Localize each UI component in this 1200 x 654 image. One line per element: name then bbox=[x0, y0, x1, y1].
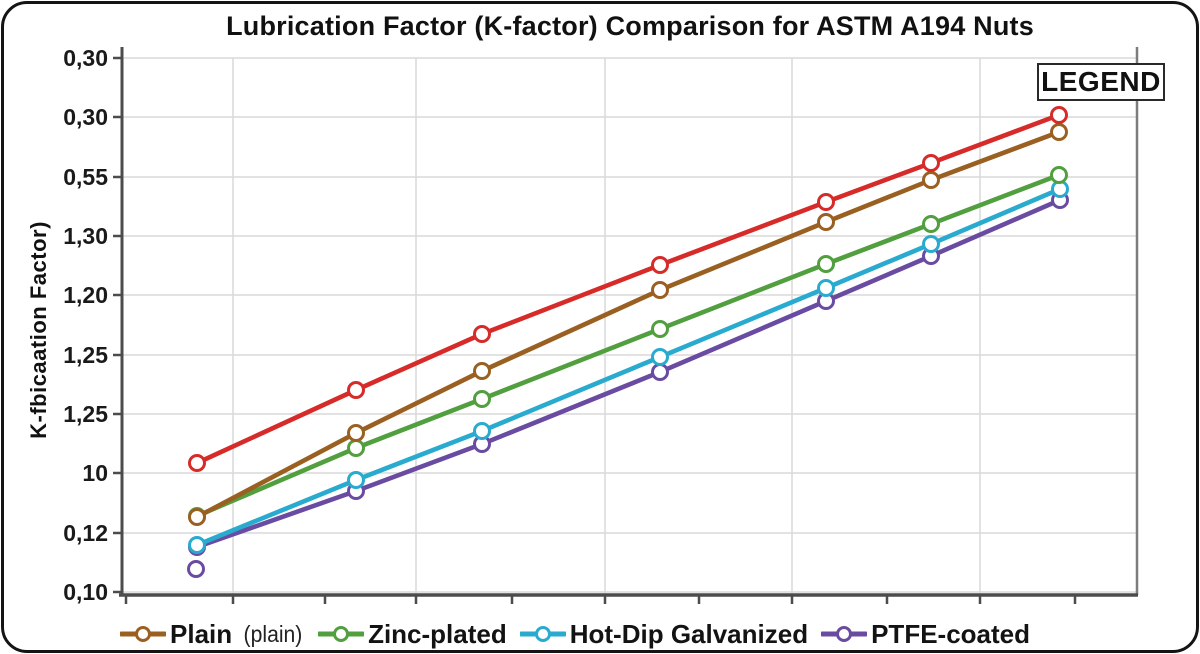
y-tick-label: 0,10 bbox=[63, 579, 108, 605]
y-tick-label: 0,30 bbox=[63, 104, 108, 130]
bottom-legend: Plain (plain) Zinc-plated Hot-Dip Galvanize… bbox=[120, 617, 1030, 651]
data-point-marker-ptfe-coated bbox=[187, 560, 205, 578]
y-tick-label: 1,25 bbox=[63, 401, 108, 427]
data-point-marker-plain-plain- bbox=[922, 171, 940, 189]
data-point-marker-plain-plain- bbox=[347, 424, 365, 442]
data-point-marker-zinc-plated bbox=[651, 320, 669, 338]
data-point-marker-zinc-plated bbox=[347, 439, 365, 457]
data-point-marker-plain-plain- bbox=[817, 213, 835, 231]
y-tick-label: 0,12 bbox=[63, 520, 108, 546]
y-tick-label: 1,20 bbox=[63, 282, 108, 308]
legend-item-label-suffix: (plain) bbox=[243, 620, 303, 647]
y-axis-title: K-fbicaation Factor) bbox=[26, 221, 51, 439]
data-point-marker-unlabeled-red bbox=[651, 256, 669, 274]
data-point-marker-unlabeled-red bbox=[188, 454, 206, 472]
data-point-marker-hot-dip-galvanized bbox=[651, 348, 669, 366]
y-tick-label: 1,30 bbox=[63, 223, 108, 249]
y-tick-label: 0,55 bbox=[63, 164, 108, 190]
data-point-marker-plain-plain- bbox=[473, 362, 491, 380]
data-point-marker-plain-plain- bbox=[188, 508, 206, 526]
legend-item-label: Hot-Dip Galvanized bbox=[569, 618, 809, 649]
legend-item-ptfe-coated: PTFE-coated bbox=[821, 619, 1030, 650]
data-point-marker-plain-plain- bbox=[651, 281, 669, 299]
legend-line-marker-icon bbox=[120, 626, 166, 642]
legend-box: LEGEND bbox=[1037, 63, 1165, 101]
data-point-marker-hot-dip-galvanized bbox=[817, 279, 835, 297]
legend-item-label: Plain bbox=[170, 618, 233, 649]
y-tick-label: 0,30 bbox=[63, 45, 108, 71]
data-point-marker-hot-dip-galvanized bbox=[188, 536, 206, 554]
data-point-marker-unlabeled-red bbox=[817, 193, 835, 211]
data-point-marker-unlabeled-red bbox=[922, 154, 940, 172]
data-point-marker-zinc-plated bbox=[473, 390, 491, 408]
data-point-marker-zinc-plated bbox=[817, 255, 835, 273]
legend-item-hot-dip-galvanized: Hot-Dip Galvanized bbox=[519, 618, 809, 650]
legend-item-label: Zinc-plated bbox=[368, 618, 507, 649]
legend-item-plain: Plain (plain) bbox=[120, 619, 305, 650]
data-point-marker-zinc-plated bbox=[1050, 166, 1068, 184]
legend-item-label: PTFE-coated bbox=[871, 618, 1031, 649]
legend-line-marker-icon bbox=[519, 626, 566, 642]
data-point-marker-unlabeled-red bbox=[473, 325, 491, 343]
data-point-marker-hot-dip-galvanized bbox=[922, 235, 940, 253]
data-point-marker-hot-dip-galvanized bbox=[473, 422, 491, 440]
data-point-marker-zinc-plated bbox=[922, 215, 940, 233]
legend-line-marker-icon bbox=[821, 626, 868, 642]
data-point-marker-ptfe-coated bbox=[651, 363, 669, 381]
y-tick-label: 10 bbox=[82, 460, 108, 486]
y-tick-label: 1,25 bbox=[63, 342, 108, 368]
data-point-marker-plain-plain- bbox=[1050, 123, 1068, 141]
data-point-marker-hot-dip-galvanized bbox=[347, 471, 365, 489]
chart-title: Lubrication Factor (K-factor) Comparison… bbox=[226, 11, 1034, 41]
data-point-marker-unlabeled-red bbox=[347, 381, 365, 399]
legend-item-zinc-plated: Zinc-plated bbox=[318, 619, 507, 650]
legend-line-marker-icon bbox=[318, 626, 365, 642]
data-point-marker-unlabeled-red bbox=[1050, 106, 1068, 124]
legend-box-label: LEGEND bbox=[1041, 66, 1161, 97]
